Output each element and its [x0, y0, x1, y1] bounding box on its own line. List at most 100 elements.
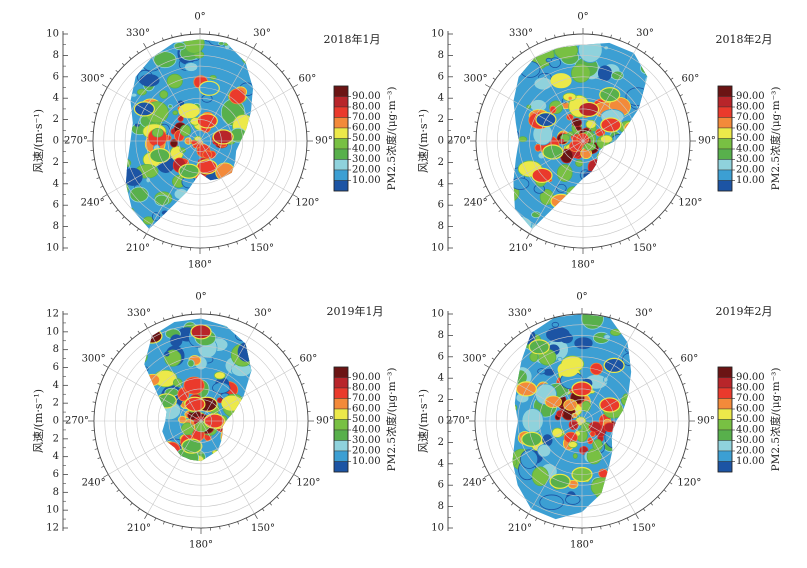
- rim-tick: [254, 322, 258, 329]
- grid-spoke: [581, 367, 675, 422]
- colorbar-tick-label: 60.00: [352, 404, 381, 415]
- contour-patch: [513, 177, 530, 190]
- rim-tick: [664, 70, 668, 73]
- colorbar-swatch: [333, 461, 349, 473]
- contour-patch: [609, 134, 629, 155]
- rim-tick: [276, 496, 280, 500]
- radial-tick-label: 6: [438, 200, 444, 211]
- contour-patch: [278, 139, 288, 147]
- rim-tick: [503, 342, 507, 346]
- rim-tick: [297, 374, 301, 377]
- polar-panel: 0° 30° 60° 90° 120° 150° 180° 210° 240° 270° 300° 3…: [32, 292, 398, 551]
- rim-tick: [304, 448, 308, 450]
- radial-axis-title: 风速/(m·s⁻¹): [417, 109, 430, 173]
- contour-patch: [578, 42, 603, 63]
- contour-patch: [597, 206, 603, 212]
- contour-patch: [644, 64, 648, 78]
- radial-tick-label: 8: [53, 221, 59, 232]
- angle-tick-label: 0°: [577, 12, 588, 23]
- angle-tick-label: 0°: [195, 292, 206, 303]
- contour-patch: [560, 332, 573, 344]
- rim-tick: [678, 374, 682, 377]
- contour-patch: [271, 352, 278, 357]
- angle-tick-label: 330°: [127, 308, 151, 319]
- contour-patch: [520, 449, 539, 469]
- rim-tick: [626, 517, 629, 521]
- contour-patch: [125, 158, 132, 168]
- angle-tick-label: 330°: [509, 28, 533, 39]
- rim-tick: [269, 502, 272, 506]
- rim-tick: [101, 465, 105, 468]
- contour-patch: [658, 400, 679, 424]
- colorbar-swatch: [717, 408, 733, 420]
- contour-patch: [248, 324, 252, 349]
- grid-spoke: [199, 48, 254, 142]
- rim-tick: [129, 56, 132, 60]
- rim-tick: [675, 194, 682, 198]
- colorbar-tick-label: 40.00: [736, 144, 765, 155]
- grid-spoke: [582, 48, 637, 142]
- contour-patch: [228, 448, 252, 462]
- colorbar-swatch: [717, 96, 733, 108]
- rim-tick: [153, 41, 156, 45]
- rim-tick: [109, 77, 113, 80]
- rim-tick: [306, 439, 310, 441]
- panel-title: 2019年1月: [327, 304, 384, 318]
- panel-title: 2018年2月: [716, 32, 773, 46]
- rim-tick: [483, 364, 490, 368]
- contour-patch: [183, 376, 205, 395]
- rim-tick: [685, 448, 689, 450]
- rim-tick: [100, 94, 104, 97]
- contour-patch: [187, 359, 195, 368]
- colorbar-swatch: [717, 169, 733, 181]
- contour-patch: [611, 70, 624, 81]
- contour-patch: [214, 371, 226, 380]
- colorbar-tick-label: 80.00: [736, 383, 765, 394]
- radial-axis-title: 风速/(m·s⁻¹): [32, 389, 45, 453]
- colorbar: 90.0080.0070.0060.0050.0040.0030.0020.00…: [717, 366, 782, 473]
- contour-patch: [163, 454, 171, 462]
- rim-tick: [122, 496, 126, 500]
- rim-tick: [476, 112, 480, 114]
- rim-tick: [658, 216, 662, 220]
- radial-tick-label: 4: [53, 178, 59, 189]
- rim-tick: [303, 112, 307, 114]
- rim-tick: [96, 103, 100, 105]
- colorbar-title: PM2.5浓度/(μg·m⁻³): [769, 87, 782, 191]
- radial-tick-label: 6: [438, 71, 444, 82]
- contour-patch: [204, 239, 212, 248]
- radial-tick-label: 4: [438, 93, 444, 104]
- contour-patch: [99, 133, 110, 141]
- contour-patch: [170, 334, 183, 348]
- radial-tick-label: 8: [53, 344, 59, 355]
- angle-tick-label: 150°: [251, 523, 275, 534]
- rim-tick: [644, 50, 647, 54]
- rim-tick: [288, 357, 292, 360]
- radial-tick-label: 6: [438, 480, 444, 491]
- contour-patch: [572, 453, 578, 459]
- rim-tick: [236, 241, 238, 245]
- colorbar-swatch: [717, 440, 733, 452]
- contour-patch: [549, 57, 561, 69]
- rim-tick: [685, 392, 689, 394]
- rim-tick: [282, 350, 286, 353]
- radial-tick-label: 0: [438, 416, 444, 427]
- contour-patch: [489, 172, 500, 179]
- contour-patch: [591, 230, 599, 236]
- colorbar-tick-label: 10.00: [736, 456, 765, 467]
- rim-tick: [491, 482, 495, 485]
- radial-tick-label: 10: [46, 29, 59, 40]
- contour-patch: [282, 170, 305, 189]
- colorbar-swatch: [717, 148, 733, 160]
- contour-patch: [588, 218, 594, 224]
- colorbar: 90.0080.0070.0060.0050.0040.0030.0020.00…: [717, 85, 782, 192]
- colorbar-swatch: [333, 96, 349, 108]
- contour-patch: [102, 429, 115, 441]
- colorbar-swatch: [333, 117, 349, 129]
- rim-tick: [219, 312, 221, 316]
- contour-patch: [669, 110, 689, 131]
- contour-patch: [498, 197, 506, 205]
- rim-tick: [287, 202, 291, 205]
- rim-tick: [297, 465, 301, 468]
- angle-tick-label: 150°: [633, 243, 657, 254]
